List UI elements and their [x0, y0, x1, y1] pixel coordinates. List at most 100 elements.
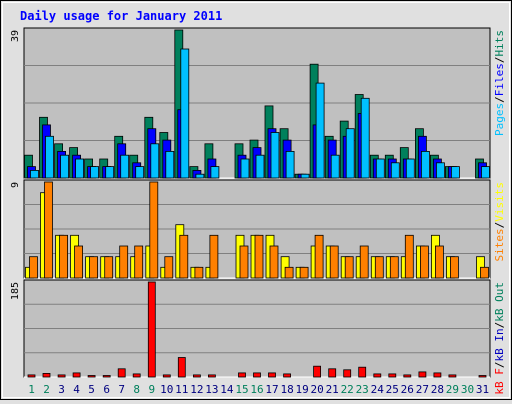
panel-legend: kB F/kB In/kB Out — [493, 282, 506, 395]
x-tick-label: 16 — [250, 383, 263, 396]
bar-kb-f-day-7 — [117, 368, 126, 378]
chart-title: Daily usage for January 2011 — [20, 9, 222, 23]
x-tick-label: 18 — [280, 383, 293, 396]
bar-sites-day-12 — [194, 266, 204, 279]
bar-kb-f-day-25 — [388, 373, 397, 378]
bar-kb-f-day-17 — [268, 372, 276, 378]
bar-pages-day-26 — [405, 158, 415, 179]
bar-kb-f-day-6 — [102, 375, 111, 378]
x-tick-label: 29 — [446, 383, 459, 396]
bar-sites-day-3 — [59, 234, 68, 279]
bar-kb-f-day-15 — [238, 372, 246, 378]
x-tick-label: 23 — [356, 383, 369, 396]
bar-pages-day-27 — [420, 150, 430, 179]
x-tick-label: 15 — [235, 383, 248, 396]
page-frame-inner — [2, 2, 510, 398]
bar-kb-f-day-23 — [358, 366, 367, 378]
bar-sites-day-13 — [209, 234, 219, 279]
bar-sites-day-21 — [329, 245, 339, 279]
bar-kb-f-day-1 — [27, 374, 36, 378]
bar-pages-day-24 — [375, 158, 385, 179]
bar-pages-day-1 — [30, 169, 39, 179]
legend-entry: kB Out — [493, 282, 506, 322]
bar-pages-day-17 — [270, 132, 280, 179]
legend-entry: kB F — [493, 368, 506, 395]
x-tick-label: 31 — [476, 383, 489, 396]
bar-sites-day-27 — [419, 245, 429, 279]
bar-kb-f-day-26 — [403, 374, 412, 378]
legend-entry: Sites — [493, 228, 506, 261]
y-max-label: 185 — [10, 282, 21, 300]
x-tick-label: 4 — [73, 383, 80, 396]
bar-pages-day-10 — [165, 150, 175, 179]
bar-kb-f-day-29 — [448, 374, 457, 378]
legend-separator: / — [493, 57, 506, 64]
bar-kb-f-day-2 — [42, 372, 51, 378]
panel-legend: Pages/Files/Hits — [493, 30, 506, 136]
x-tick-label: 10 — [160, 383, 173, 396]
bar-kb-f-day-8 — [132, 373, 141, 378]
x-tick-label: 27 — [416, 383, 429, 396]
legend-entry: Visits — [493, 182, 506, 222]
panel-legend: Sites/Visits — [493, 182, 506, 262]
bar-pages-day-5 — [90, 166, 99, 179]
bar-pages-day-28 — [435, 162, 445, 179]
bar-kb-f-day-3 — [57, 374, 66, 378]
bar-kb-f-day-5 — [87, 375, 96, 378]
bar-pages-day-15 — [240, 158, 250, 179]
legend-separator: / — [493, 222, 506, 229]
bar-kb-f-day-18 — [283, 373, 292, 378]
x-tick-label: 28 — [431, 383, 444, 396]
bar-kb-f-day-22 — [343, 369, 352, 378]
bar-pages-day-4 — [75, 158, 84, 179]
bar-kb-f-day-11 — [177, 357, 186, 378]
bar-pages-day-16 — [255, 154, 265, 179]
bar-pages-day-13 — [210, 166, 220, 179]
bar-kb-f-day-12 — [192, 374, 201, 378]
x-tick-label: 19 — [295, 383, 308, 396]
bar-sites-day-28 — [434, 245, 444, 279]
bar-kb-f-day-4 — [72, 372, 81, 378]
bar-pages-day-2 — [45, 135, 54, 179]
x-tick-label: 6 — [103, 383, 110, 396]
x-tick-label: 8 — [133, 383, 140, 396]
bar-sites-day-24 — [374, 256, 384, 279]
bar-sites-day-18 — [284, 266, 294, 279]
bar-sites-day-31 — [480, 266, 489, 279]
x-tick-label: 7 — [118, 383, 125, 396]
x-tick-label: 3 — [58, 383, 65, 396]
x-tick-label: 1 — [28, 383, 35, 396]
legend-separator: / — [493, 96, 506, 103]
bar-pages-day-3 — [60, 154, 69, 179]
legend-entry: kB In — [493, 328, 506, 361]
panel-2: 9 Sites/Visits — [10, 179, 506, 279]
bar-sites-day-4 — [74, 245, 83, 279]
x-tick-label: 26 — [401, 383, 414, 396]
bar-kb-f-day-21 — [328, 368, 337, 378]
x-tick-label: 14 — [220, 383, 234, 396]
bar-sites-day-2 — [44, 181, 53, 279]
bar-pages-day-21 — [330, 154, 340, 179]
bar-kb-f-day-10 — [162, 374, 171, 378]
legend-entry: Files — [493, 63, 506, 96]
bar-pages-day-18 — [285, 150, 295, 179]
x-tick-label: 2 — [43, 383, 50, 396]
bar-kb-f-day-27 — [418, 371, 427, 378]
x-tick-label: 5 — [88, 383, 95, 396]
bar-pages-day-20 — [315, 82, 325, 179]
bar-sites-day-11 — [179, 234, 189, 279]
bar-kb-f-day-9 — [147, 281, 156, 378]
bar-kb-f-day-20 — [313, 365, 322, 378]
legend-entry: Hits — [493, 30, 506, 57]
bar-pages-day-31 — [481, 166, 490, 179]
bar-pages-day-22 — [345, 128, 355, 179]
bar-sites-day-25 — [389, 256, 399, 279]
legend-entry: Pages — [493, 103, 506, 136]
bar-sites-day-26 — [404, 234, 414, 279]
x-tick-label: 11 — [175, 383, 188, 396]
bar-sites-day-19 — [299, 266, 309, 279]
bar-kb-f-day-24 — [373, 373, 382, 378]
